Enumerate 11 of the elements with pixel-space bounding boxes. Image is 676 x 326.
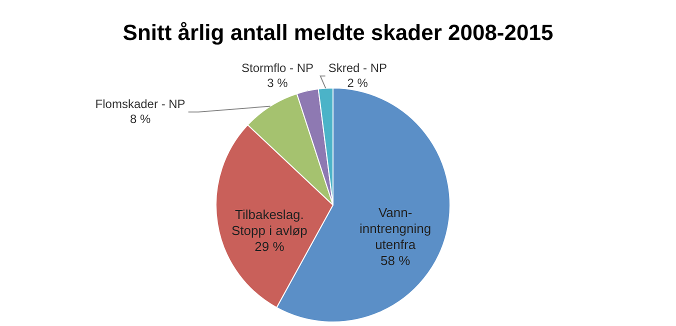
data-label: 2 % [347,76,368,90]
slice-label: Vann- inntrengning utenfra [360,205,432,252]
slice-label: Tilbakeslag. Stopp i avløp [232,207,308,238]
chart-title: Snitt årlig antall meldte skader 2008-2015 [122,20,554,45]
slice-label: Stormflo - NP [241,61,314,75]
slice-label: Flomskader - NP [95,97,186,111]
data-label: 58 % [380,253,411,268]
data-label: 29 % [254,239,285,254]
data-label: 3 % [267,76,288,90]
slice-label: Skred - NP [328,61,387,75]
data-label: 8 % [130,112,151,126]
